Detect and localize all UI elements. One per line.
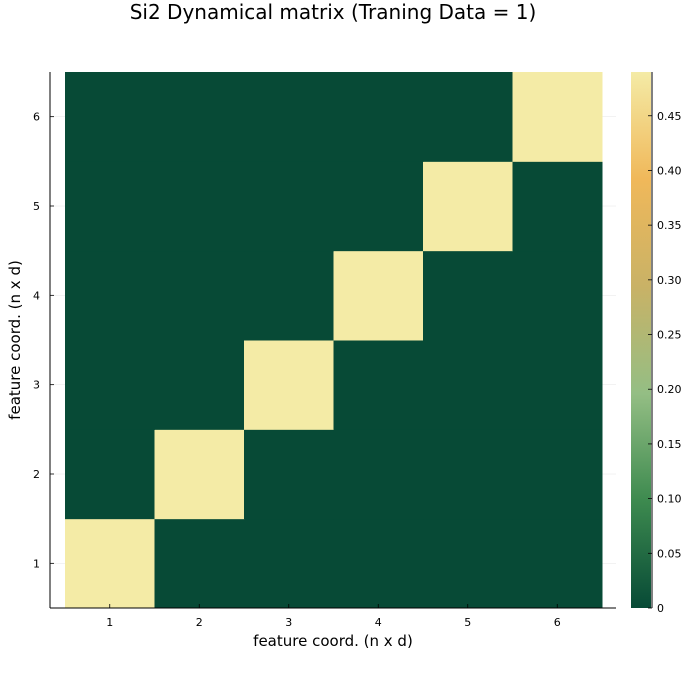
- heatmap-cell: [65, 429, 155, 520]
- heatmap-cell: [512, 429, 603, 520]
- heatmap-cell: [154, 518, 245, 609]
- heatmap-cell: [333, 161, 424, 252]
- heatmap-cell: [244, 72, 334, 162]
- heatmap-cell: [512, 340, 603, 430]
- heatmap-cell: [423, 161, 513, 252]
- heatmap-cell: [65, 340, 155, 430]
- x-tick-label: 5: [464, 616, 471, 629]
- heatmap-cell: [512, 161, 603, 252]
- heatmap-cell: [154, 340, 245, 430]
- heatmap-cell: [244, 161, 334, 252]
- heatmap-cell: [244, 429, 334, 520]
- y-tick-label: 3: [33, 379, 40, 392]
- heatmap-cell: [244, 518, 334, 609]
- y-axis-ticks: 1 2 3 4 5 6: [33, 111, 54, 570]
- heatmap-cell: [333, 340, 424, 430]
- colorbar-tick-label: 0.10: [657, 493, 682, 506]
- y-tick-label: 6: [33, 111, 40, 124]
- colorbar-tick-label: 0.15: [657, 438, 682, 451]
- chart-title: Si2 Dynamical matrix (Traning Data = 1): [130, 0, 537, 24]
- y-axis-title: feature coord. (n x d): [6, 260, 24, 420]
- heatmap-cell: [154, 72, 245, 162]
- colorbar-tick-label: 0.45: [657, 110, 682, 123]
- heatmap-cell: [333, 429, 424, 520]
- heatmap-cell: [423, 340, 513, 430]
- heatmap-cell: [423, 429, 513, 520]
- heatmap-cell: [65, 72, 155, 162]
- y-tick-label: 4: [33, 289, 40, 302]
- x-axis-title: feature coord. (n x d): [253, 632, 413, 650]
- heatmap-cell: [154, 250, 245, 341]
- x-tick-label: 2: [196, 616, 203, 629]
- heatmap-cell: [512, 518, 603, 609]
- x-tick-label: 3: [285, 616, 292, 629]
- heatmap-cell: [333, 518, 424, 609]
- heatmap-cell: [154, 161, 245, 252]
- y-tick-label: 5: [33, 200, 40, 213]
- colorbar-tick-label: 0.40: [657, 164, 682, 177]
- colorbar-tick-label: 0: [657, 602, 664, 615]
- heatmap-cell: [244, 340, 334, 430]
- x-axis-ticks: 1 2 3 4 5 6: [106, 604, 561, 629]
- x-tick-label: 4: [375, 616, 382, 629]
- heatmap-cell: [512, 250, 603, 341]
- heatmap-cell: [333, 250, 424, 341]
- heatmap-cell: [65, 161, 155, 252]
- colorbar-tick-label: 0.20: [657, 383, 682, 396]
- y-tick-label: 2: [33, 468, 40, 481]
- heatmap-cell: [423, 250, 513, 341]
- colorbar-tick-label: 0.05: [657, 547, 682, 560]
- x-tick-label: 6: [554, 616, 561, 629]
- colorbar-ticks: 0 0.05 0.10 0.15 0.20 0.25 0.30 0.35 0.40 0.45: [648, 110, 682, 615]
- colorbar-tick-label: 0.30: [657, 274, 682, 287]
- heatmap-cell: [423, 72, 513, 162]
- colorbar-tick-label: 0.35: [657, 219, 682, 232]
- heatmap-cell: [65, 250, 155, 341]
- heatmap-cell: [154, 429, 245, 520]
- heatmap-cells: [65, 72, 603, 609]
- heatmap-cell: [244, 250, 334, 341]
- heatmap-cell: [65, 518, 155, 609]
- heatmap-cell: [333, 72, 424, 162]
- heatmap-cell: [512, 72, 603, 162]
- x-tick-label: 1: [106, 616, 113, 629]
- colorbar-tick-label: 0.25: [657, 329, 682, 342]
- colorbar: [631, 72, 651, 608]
- y-tick-label: 1: [33, 557, 40, 570]
- heatmap-cell: [423, 518, 513, 609]
